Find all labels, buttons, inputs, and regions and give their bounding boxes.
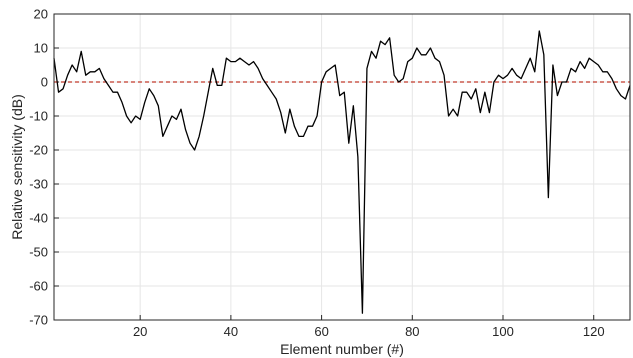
x-tick-labels: 20 40 60 80 100 120 [133, 324, 605, 339]
y-tick-label: -10 [29, 109, 48, 124]
y-tick-label: 20 [34, 7, 48, 22]
y-tick-label: -20 [29, 143, 48, 158]
y-axis-label: Relative sensitivity (dB) [9, 94, 25, 240]
sensitivity-series-line [53, 30, 631, 314]
x-tick-label: 120 [583, 324, 605, 339]
x-tick-label: 100 [492, 324, 514, 339]
plot-area [54, 14, 630, 320]
plot-frame [53, 13, 631, 321]
y-tick-label: 10 [34, 41, 48, 56]
y-tick-label: -40 [29, 211, 48, 226]
x-tick-label: 60 [314, 324, 328, 339]
x-axis-label: Element number (#) [280, 341, 404, 357]
y-tick-label: -30 [29, 177, 48, 192]
y-tick-label: -50 [29, 245, 48, 260]
x-tick-label: 20 [133, 324, 147, 339]
y-tick-label: -60 [29, 279, 48, 294]
y-tick-label: -70 [29, 313, 48, 328]
x-tick-label: 80 [405, 324, 419, 339]
x-tick-label: 40 [224, 324, 238, 339]
y-tick-label: 0 [41, 75, 48, 90]
y-tick-labels: -70 -60 -50 -40 -30 -20 -10 0 10 20 [29, 7, 48, 328]
